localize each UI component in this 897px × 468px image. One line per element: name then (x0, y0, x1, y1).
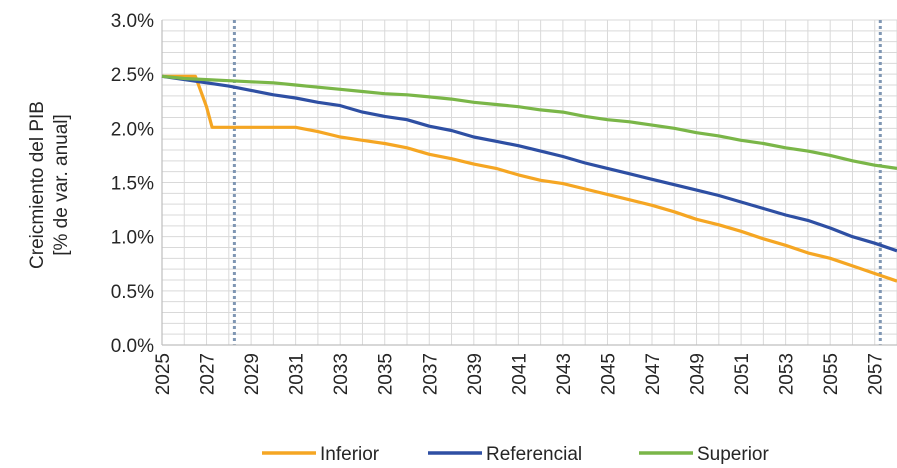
x-tick-label: 2055 (821, 353, 842, 395)
series-line-referencial (161, 74, 897, 253)
y-tick-label: 1.5% (111, 174, 154, 195)
y-tick-label: 0.5% (111, 282, 154, 303)
x-tick-label: 2031 (287, 353, 308, 395)
legend: Inferior Referencial Superior (262, 444, 769, 465)
x-tick-labels: 2025 2027 2029 2031 2033 2035 2037 2039 2041 2043… (153, 353, 887, 395)
x-tick-label: 2043 (554, 353, 575, 395)
x-tick-label: 2053 (777, 353, 798, 395)
y-axis-label-line-1: Creicmiento del PIB (27, 101, 48, 269)
y-tick-label: 2.5% (111, 65, 154, 86)
y-tick-label: 1.0% (111, 228, 154, 249)
x-tick-label: 2051 (732, 353, 753, 395)
x-tick-label: 2035 (376, 353, 397, 395)
legend-label-inferior: Inferior (320, 444, 380, 465)
x-tick-label: 2039 (465, 353, 486, 395)
x-tick-label: 2029 (242, 353, 263, 395)
vertical-markers (232, 20, 882, 345)
y-tick-labels: 0.0% 0.5% 1.0% 1.5% 2.0% 2.5% 3.0% (111, 11, 154, 357)
legend-label-superior: Superior (697, 444, 769, 465)
x-tick-label: 2027 (198, 353, 219, 395)
legend-label-referencial: Referencial (486, 444, 582, 465)
y-axis-label-line-2: [% de var. anual] (51, 114, 72, 256)
series-line-superior (161, 74, 897, 170)
y-tick-label: 3.0% (111, 11, 154, 32)
x-tick-label: 2025 (153, 353, 174, 395)
x-tick-label: 2037 (420, 353, 441, 395)
grid (161, 19, 897, 346)
series (161, 74, 897, 283)
x-tick-label: 2049 (688, 353, 709, 395)
x-tick-label: 2057 (866, 353, 887, 395)
y-axis-title: Creicmiento del PIB [% de var. anual] (27, 101, 72, 269)
series-line-inferior (162, 74, 897, 283)
y-tick-label: 0.0% (111, 336, 154, 357)
x-tick-label: 2047 (643, 353, 664, 395)
x-tick-label: 2045 (598, 353, 619, 395)
axes (161, 20, 897, 346)
x-tick-label: 2033 (331, 353, 352, 395)
y-tick-label: 2.0% (111, 119, 154, 140)
x-tick-label: 2041 (509, 353, 530, 395)
